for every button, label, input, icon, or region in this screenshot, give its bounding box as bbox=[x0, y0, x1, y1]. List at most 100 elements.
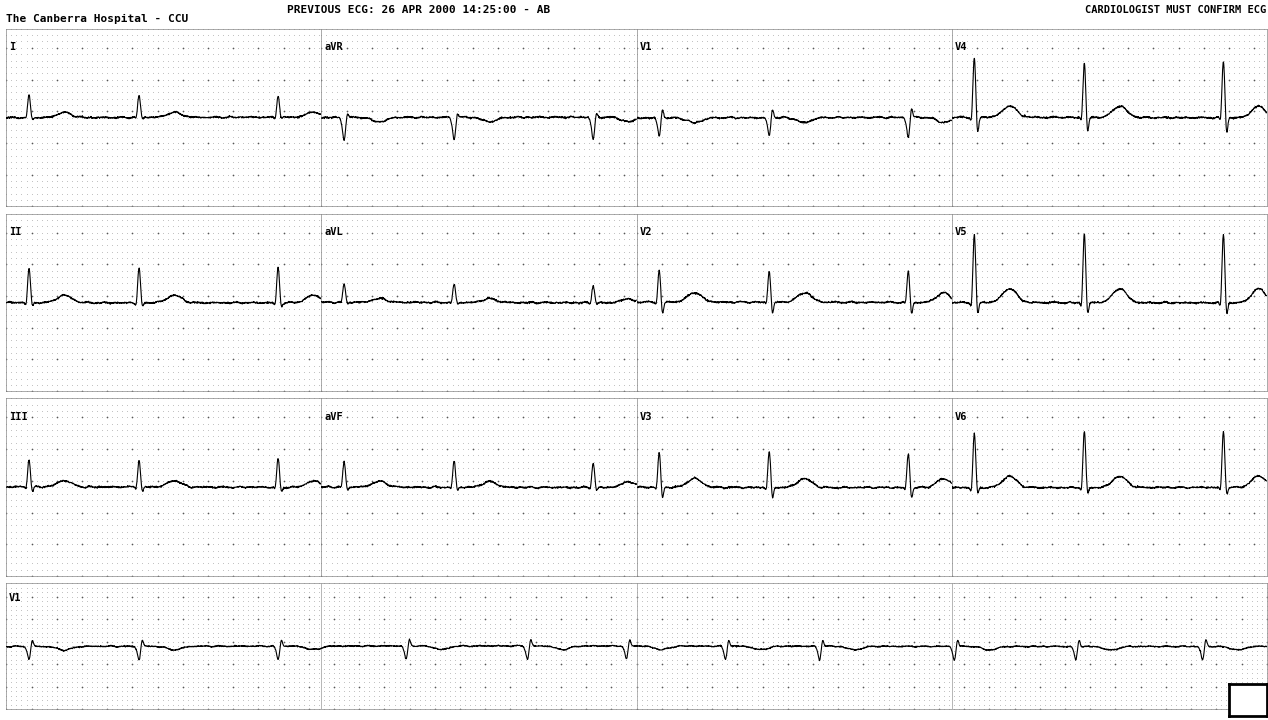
Point bbox=[989, 649, 1009, 661]
Point bbox=[264, 379, 284, 391]
Point bbox=[415, 663, 435, 675]
Point bbox=[604, 564, 624, 575]
Point bbox=[702, 303, 723, 315]
Point bbox=[72, 366, 93, 378]
Point bbox=[218, 278, 238, 289]
Point bbox=[752, 169, 772, 181]
Point bbox=[879, 552, 899, 563]
Point bbox=[692, 227, 713, 238]
Point bbox=[647, 487, 667, 499]
Point bbox=[987, 539, 1007, 550]
Point bbox=[37, 240, 57, 251]
Point bbox=[677, 290, 697, 302]
Point bbox=[198, 418, 218, 430]
Point bbox=[11, 667, 32, 679]
Point bbox=[941, 258, 961, 270]
Point bbox=[538, 412, 558, 423]
Point bbox=[1113, 258, 1134, 270]
Point bbox=[702, 703, 723, 715]
Point bbox=[777, 456, 798, 467]
Point bbox=[112, 654, 132, 665]
Point bbox=[101, 86, 122, 98]
Point bbox=[72, 42, 93, 53]
Point bbox=[488, 290, 508, 302]
Point bbox=[1213, 42, 1234, 53]
Point bbox=[823, 354, 843, 365]
Point bbox=[798, 328, 818, 340]
Point bbox=[858, 86, 879, 98]
Point bbox=[624, 169, 644, 181]
Point bbox=[16, 500, 37, 512]
Point bbox=[437, 258, 458, 270]
Point bbox=[152, 595, 172, 607]
Point bbox=[1012, 258, 1032, 270]
Point bbox=[82, 622, 103, 634]
Point bbox=[1118, 73, 1139, 85]
Point bbox=[864, 640, 884, 652]
Point bbox=[435, 681, 455, 693]
Point bbox=[331, 487, 351, 499]
Point bbox=[397, 418, 417, 430]
Point bbox=[767, 618, 787, 629]
Point bbox=[568, 93, 588, 104]
Point bbox=[519, 322, 539, 333]
Point bbox=[987, 112, 1007, 123]
Point bbox=[951, 335, 971, 346]
Point bbox=[425, 649, 445, 661]
Point bbox=[742, 690, 762, 701]
Point bbox=[558, 143, 578, 155]
Point bbox=[843, 640, 864, 652]
Point bbox=[473, 328, 493, 340]
Point bbox=[1007, 271, 1027, 283]
Point bbox=[772, 667, 792, 679]
Point bbox=[548, 86, 568, 98]
Point bbox=[848, 233, 869, 245]
Point bbox=[568, 271, 588, 283]
Point bbox=[611, 613, 631, 625]
Point bbox=[843, 373, 864, 384]
Point bbox=[624, 23, 644, 35]
Point bbox=[1224, 214, 1244, 225]
Point bbox=[723, 482, 743, 493]
Point bbox=[864, 125, 884, 136]
Point bbox=[72, 80, 93, 91]
Point bbox=[588, 322, 609, 333]
Point bbox=[848, 444, 869, 455]
Point bbox=[87, 645, 108, 657]
Point bbox=[458, 354, 478, 365]
Point bbox=[233, 208, 254, 220]
Point bbox=[425, 681, 445, 693]
Point bbox=[767, 676, 787, 688]
Point bbox=[588, 214, 609, 225]
Point bbox=[894, 271, 914, 283]
Point bbox=[543, 112, 563, 123]
Point bbox=[243, 156, 264, 168]
Point bbox=[425, 591, 445, 603]
Point bbox=[468, 310, 488, 321]
Point bbox=[478, 80, 498, 91]
Point bbox=[1229, 564, 1249, 575]
Point bbox=[583, 360, 604, 372]
Point bbox=[919, 201, 940, 212]
Point bbox=[463, 181, 483, 193]
Point bbox=[349, 681, 369, 693]
Point bbox=[1007, 564, 1027, 575]
Point bbox=[1014, 604, 1035, 616]
Point bbox=[188, 86, 208, 98]
Point bbox=[583, 412, 604, 423]
Point bbox=[808, 42, 828, 53]
Point bbox=[667, 600, 687, 611]
Point bbox=[72, 444, 93, 455]
Point bbox=[1168, 131, 1188, 143]
Point bbox=[491, 600, 511, 611]
Point bbox=[647, 163, 667, 174]
Point bbox=[392, 297, 412, 308]
Point bbox=[981, 456, 1002, 467]
Point bbox=[392, 405, 412, 417]
Point bbox=[657, 366, 677, 378]
Point bbox=[864, 645, 884, 657]
Point bbox=[463, 520, 483, 531]
Point bbox=[728, 341, 748, 353]
Point bbox=[879, 61, 899, 73]
Point bbox=[571, 703, 591, 715]
